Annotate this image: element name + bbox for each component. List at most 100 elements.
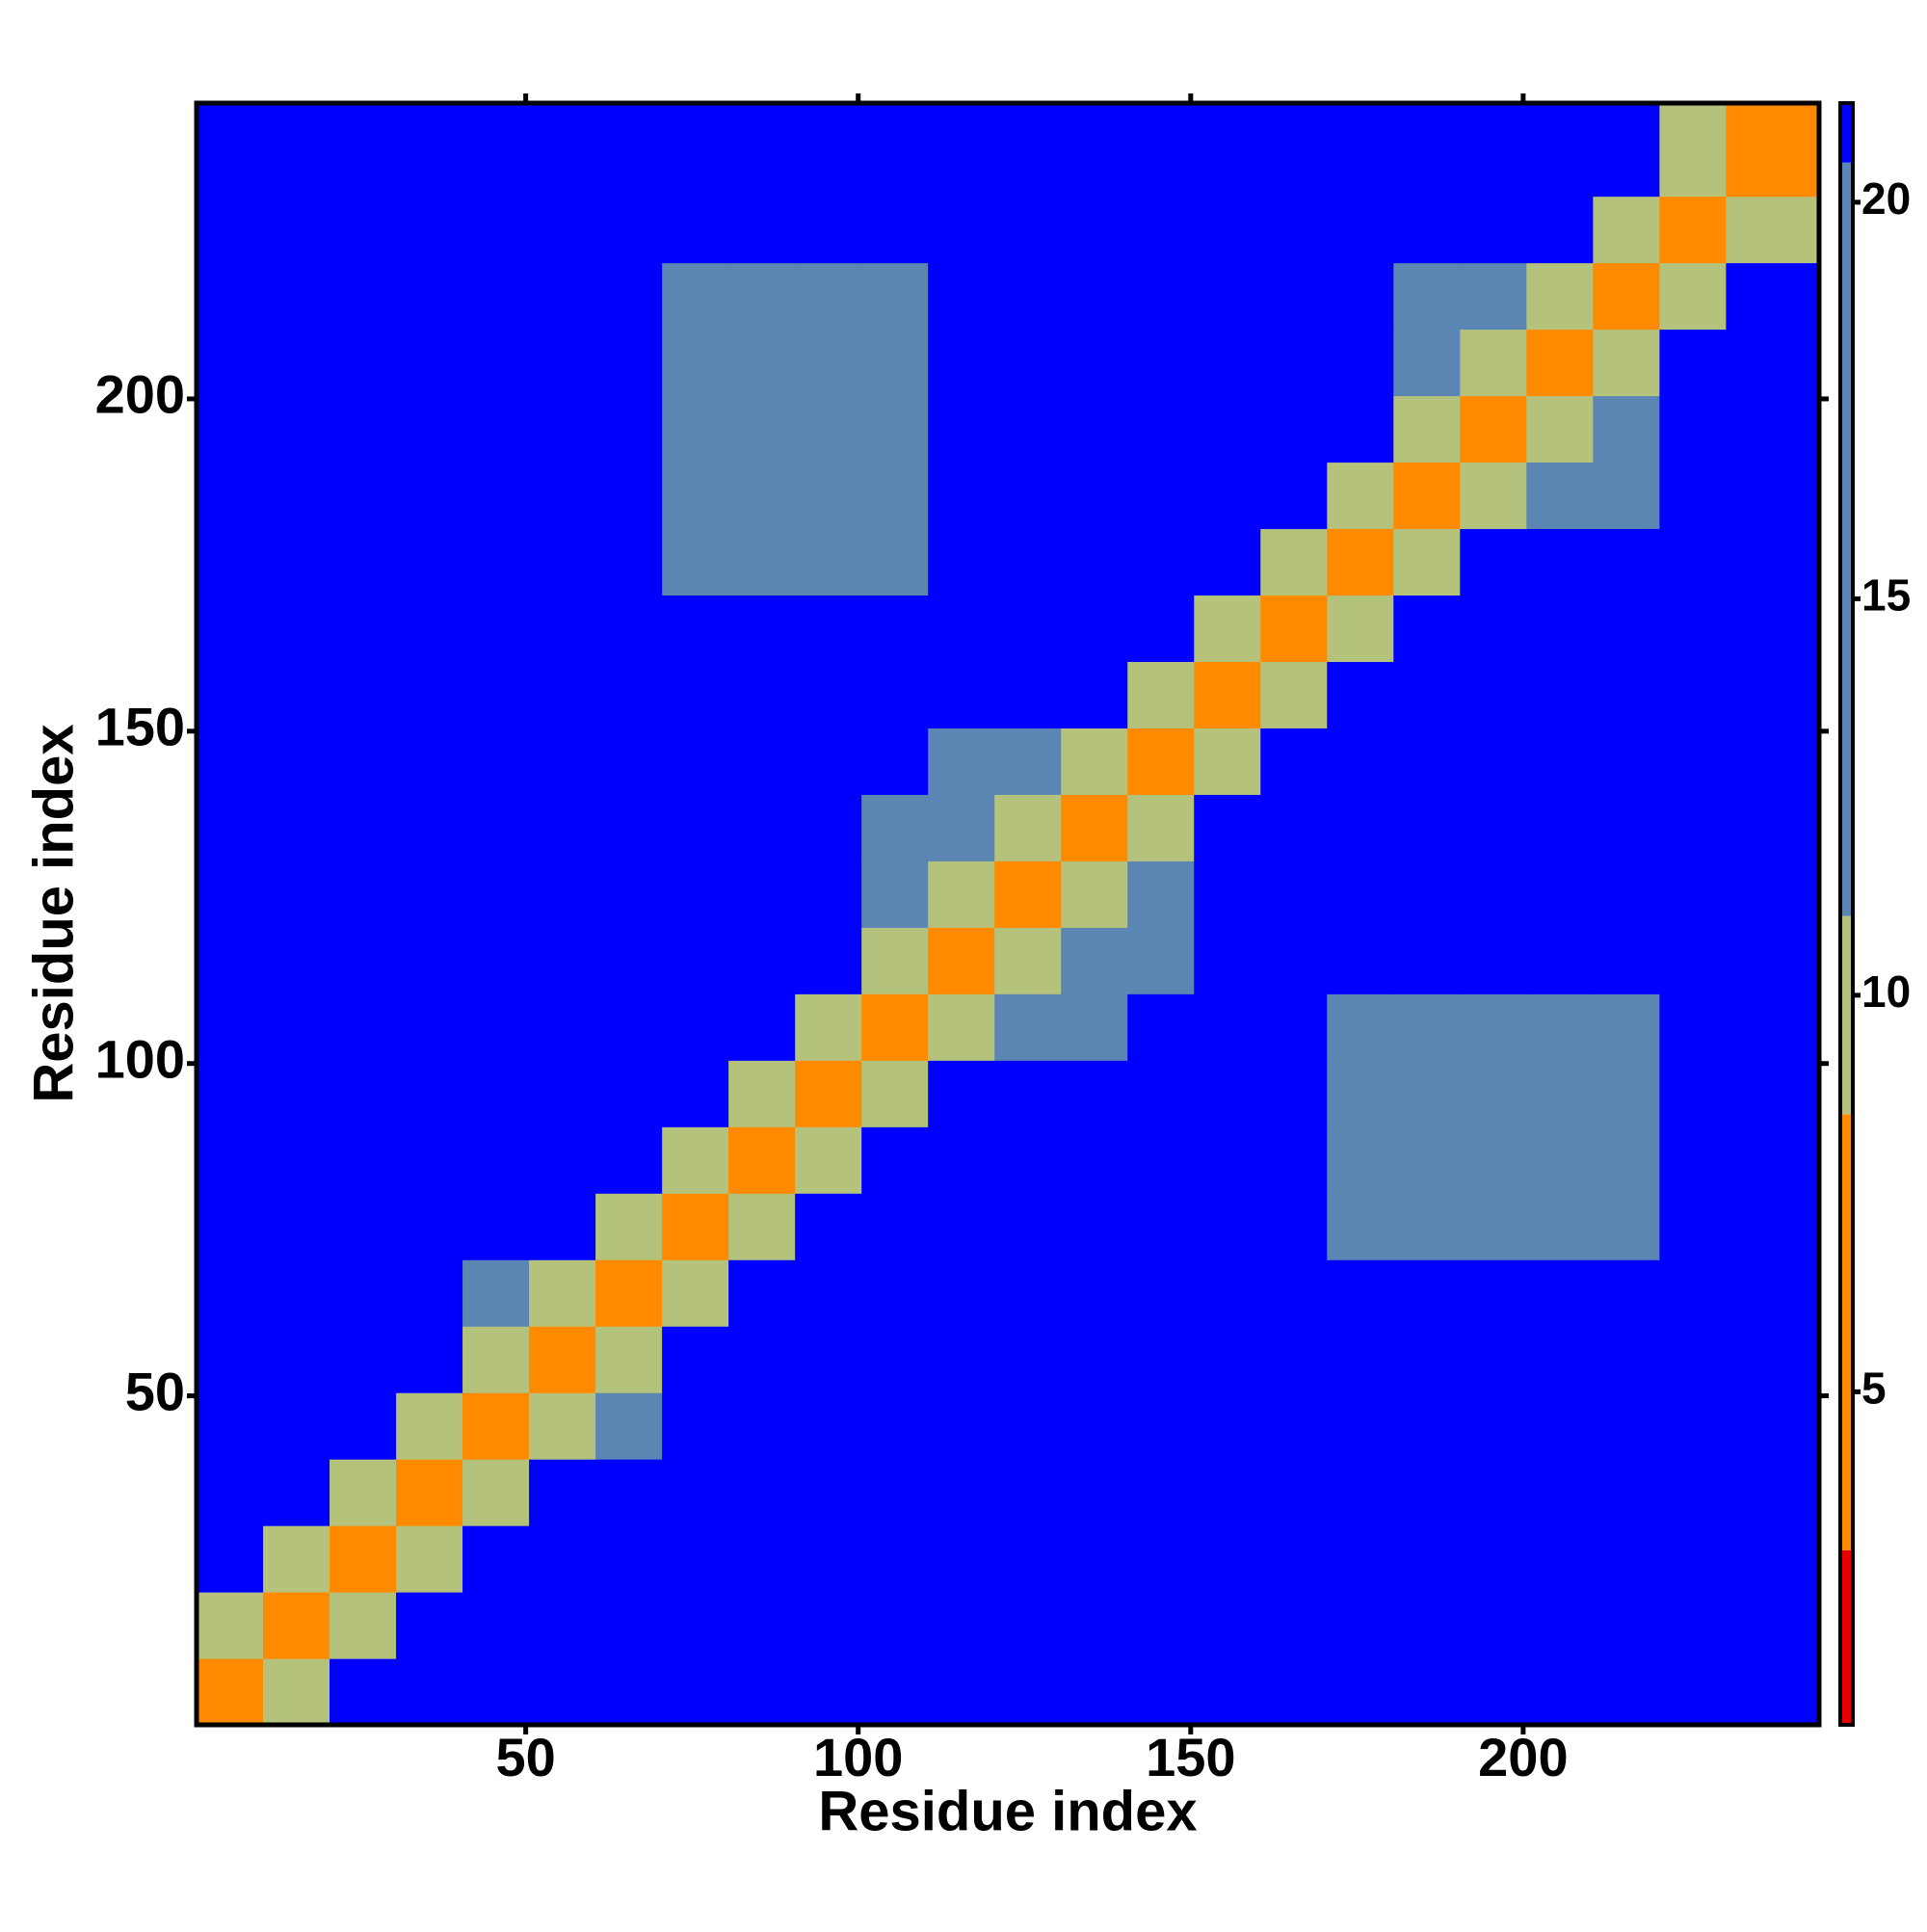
heatmap-cell xyxy=(1260,1658,1328,1726)
y-tick-label: 150 xyxy=(95,697,185,757)
heatmap-cell xyxy=(1327,395,1394,463)
heatmap-cell xyxy=(928,1658,995,1726)
heatmap-cell xyxy=(994,262,1062,331)
heatmap-cell xyxy=(595,1592,663,1659)
heatmap-cell xyxy=(197,1592,264,1659)
heatmap-cell xyxy=(1061,262,1128,331)
heatmap-cell xyxy=(1393,196,1461,264)
heatmap-cell xyxy=(1194,860,1261,928)
heatmap-cell xyxy=(728,528,796,596)
heatmap-cell xyxy=(861,1126,929,1194)
heatmap-cell xyxy=(1194,1459,1261,1526)
heatmap-cell xyxy=(595,794,663,861)
heatmap-cell xyxy=(197,1060,264,1127)
heatmap-cell xyxy=(330,1126,397,1194)
heatmap-cell xyxy=(1726,1459,1820,1526)
heatmap-cell xyxy=(1460,1326,1527,1393)
heatmap-cell xyxy=(1526,262,1594,331)
heatmap-cell xyxy=(595,1259,663,1327)
heatmap-cell xyxy=(928,196,995,264)
heatmap-cell xyxy=(1260,1326,1328,1393)
heatmap-cell xyxy=(994,1259,1062,1327)
heatmap-cell xyxy=(1460,462,1527,530)
heatmap-cell xyxy=(396,927,463,994)
heatmap-cell xyxy=(1327,1592,1394,1659)
heatmap-cell xyxy=(529,1658,596,1726)
heatmap-cell xyxy=(263,1126,330,1194)
heatmap-cell xyxy=(795,1592,862,1659)
heatmap-cell xyxy=(462,1392,530,1460)
x-tick-label: 50 xyxy=(495,1727,555,1787)
heatmap-cell xyxy=(396,329,463,397)
heatmap-cell xyxy=(1726,462,1820,530)
heatmap-cell xyxy=(1260,927,1328,994)
heatmap-cell xyxy=(1393,103,1461,198)
heatmap-cell xyxy=(1127,927,1195,994)
heatmap-cell xyxy=(197,1126,264,1194)
heatmap-cell xyxy=(1460,1459,1527,1526)
heatmap-cell xyxy=(197,103,264,198)
heatmap-cell xyxy=(861,1259,929,1327)
heatmap-cell xyxy=(1260,262,1328,331)
heatmap-cell xyxy=(1593,927,1660,994)
heatmap-cell xyxy=(462,794,530,861)
heatmap-cell xyxy=(1061,661,1128,728)
heatmap-cell xyxy=(861,860,929,928)
heatmap-cell xyxy=(330,1392,397,1460)
heatmap-cell xyxy=(1726,1392,1820,1460)
heatmap-cell xyxy=(1127,1525,1195,1593)
heatmap-cell xyxy=(1393,1060,1461,1127)
heatmap-cell xyxy=(728,661,796,728)
heatmap-cell xyxy=(1327,1060,1394,1127)
heatmap-cell xyxy=(928,1193,995,1260)
heatmap-cell xyxy=(861,462,929,530)
heatmap-cell xyxy=(1194,1193,1261,1260)
heatmap-cell xyxy=(197,1259,264,1327)
heatmap-cell xyxy=(396,528,463,596)
heatmap-cell xyxy=(1726,262,1820,331)
heatmap-cell xyxy=(595,993,663,1061)
heatmap-cell xyxy=(662,196,729,264)
heatmap-cell xyxy=(1726,728,1820,795)
heatmap-cell xyxy=(1260,728,1328,795)
heatmap-cell xyxy=(529,1392,596,1460)
heatmap-cell xyxy=(1593,1525,1660,1593)
heatmap-cell xyxy=(1393,262,1461,331)
heatmap-cell xyxy=(1659,1392,1727,1460)
heatmap-cell xyxy=(396,1592,463,1659)
heatmap-cell xyxy=(1659,927,1727,994)
heatmap-cell xyxy=(928,728,995,795)
heatmap-cell xyxy=(330,528,397,596)
heatmap-cell xyxy=(197,1459,264,1526)
heatmap-cell xyxy=(1659,329,1727,397)
heatmap-cell xyxy=(1061,860,1128,928)
heatmap-cell xyxy=(728,860,796,928)
heatmap-cell xyxy=(1726,595,1820,662)
heatmap-cell xyxy=(197,728,264,795)
heatmap-cell xyxy=(462,1326,530,1393)
heatmap-cell xyxy=(994,1525,1062,1593)
heatmap-cell xyxy=(1127,1126,1195,1194)
heatmap-cell xyxy=(928,1060,995,1127)
heatmap-cell xyxy=(396,103,463,198)
heatmap-cell xyxy=(529,395,596,463)
heatmap-cell xyxy=(1659,1259,1727,1327)
heatmap-cell xyxy=(197,196,264,264)
heatmap-cell xyxy=(1393,1126,1461,1194)
heatmap-cell xyxy=(1593,395,1660,463)
heatmap-cell xyxy=(197,993,264,1061)
heatmap-cell xyxy=(928,103,995,198)
heatmap-cell xyxy=(662,103,729,198)
heatmap-cell xyxy=(861,728,929,795)
heatmap-cell xyxy=(1127,1259,1195,1327)
heatmap-cell xyxy=(994,728,1062,795)
heatmap-cell xyxy=(1327,860,1394,928)
heatmap-cell xyxy=(795,595,862,662)
heatmap-cell xyxy=(928,1525,995,1593)
heatmap-cell xyxy=(1726,1126,1820,1194)
heatmap-cell xyxy=(1593,1658,1660,1726)
heatmap-cell xyxy=(1393,794,1461,861)
heatmap-cell xyxy=(1194,262,1261,331)
heatmap-cell xyxy=(1127,103,1195,198)
heatmap-cell xyxy=(1127,462,1195,530)
